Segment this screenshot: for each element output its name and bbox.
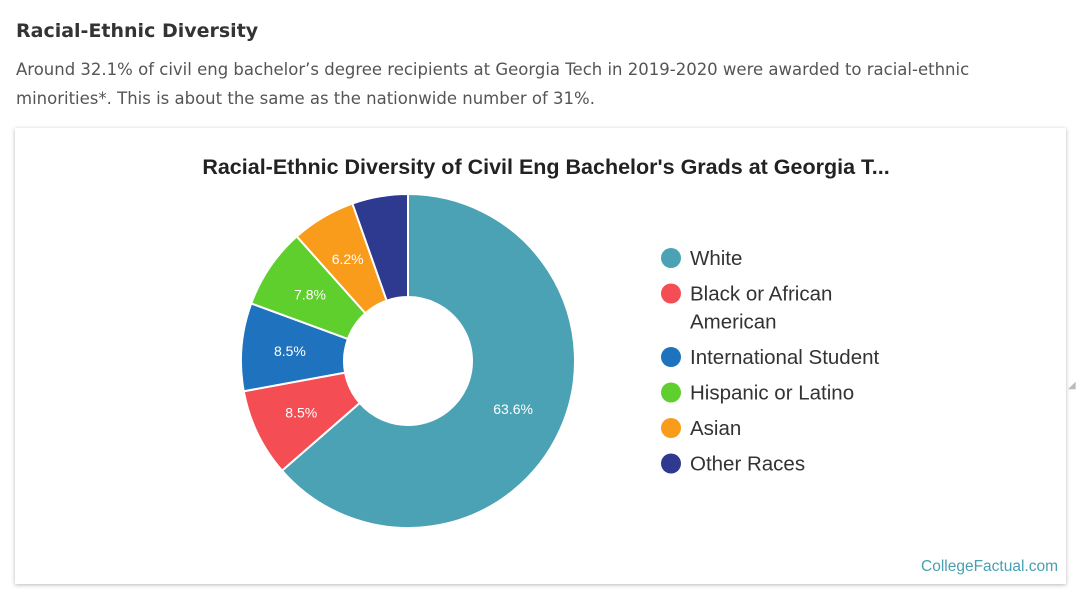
slice-label-asian: 6.2%: [332, 251, 364, 267]
slice-other-races[interactable]: [351, 192, 409, 302]
chart-credit[interactable]: CollegeFactual.com: [921, 558, 1058, 575]
legend-swatch-international-student: [661, 347, 681, 367]
legend-item-black-or-african-american[interactable]: Black or African American: [661, 283, 832, 334]
legend-item-white[interactable]: White: [661, 247, 742, 270]
legend-swatch-hispanic-or-latino: [661, 382, 681, 403]
legend-item-other-races[interactable]: Other Races: [661, 453, 805, 476]
legend-item-hispanic-or-latino[interactable]: Hispanic or Latino: [661, 382, 854, 405]
legend-swatch-other-races: [661, 453, 681, 474]
chart-slices: [240, 192, 576, 529]
legend-label-white: White: [690, 247, 742, 270]
legend-label-hispanic-or-latino: Hispanic or Latino: [690, 382, 854, 405]
legend-swatch-black-or-african-american: [661, 283, 681, 304]
legend-label-international-student: International Student: [690, 346, 879, 369]
legend-item-international-student[interactable]: International Student: [661, 346, 879, 369]
legend-label-asian: Asian: [690, 417, 741, 440]
donut-chart: Racial-Ethnic Diversity of Civil Eng Bac…: [202, 155, 890, 529]
legend-swatch-white: [661, 248, 681, 268]
legend-swatch-asian: [661, 418, 681, 438]
chart-title: Racial-Ethnic Diversity of Civil Eng Bac…: [202, 155, 889, 179]
slice-label-white: 63.6%: [493, 401, 533, 417]
legend-label-black-or-african-american-line-2: American: [690, 311, 777, 334]
slice-label-international-student: 8.5%: [274, 343, 306, 359]
scroll-corner-icon: ◢: [1068, 380, 1076, 391]
legend-label-black-or-african-american-line-1: Black or African: [690, 283, 832, 306]
chart-legend: White Black or African American Internation…: [661, 247, 879, 476]
slice-label-hispanic-or-latino: 7.8%: [294, 286, 326, 302]
section-title: Racial-Ethnic Diversity: [16, 20, 259, 42]
slice-label-black-or-african-american: 8.5%: [285, 404, 317, 420]
chart-slice-labels: 63.6% 8.5% 8.5% 7.8% 6.2%: [274, 251, 533, 420]
legend-label-other-races: Other Races: [690, 453, 805, 476]
section-description: Around 32.1% of civil eng bachelor’s deg…: [16, 60, 970, 108]
legend-item-asian[interactable]: Asian: [661, 417, 741, 440]
slice-white[interactable]: [280, 192, 576, 529]
chart-card: Racial-Ethnic Diversity of Civil Eng Bac…: [15, 128, 1066, 584]
